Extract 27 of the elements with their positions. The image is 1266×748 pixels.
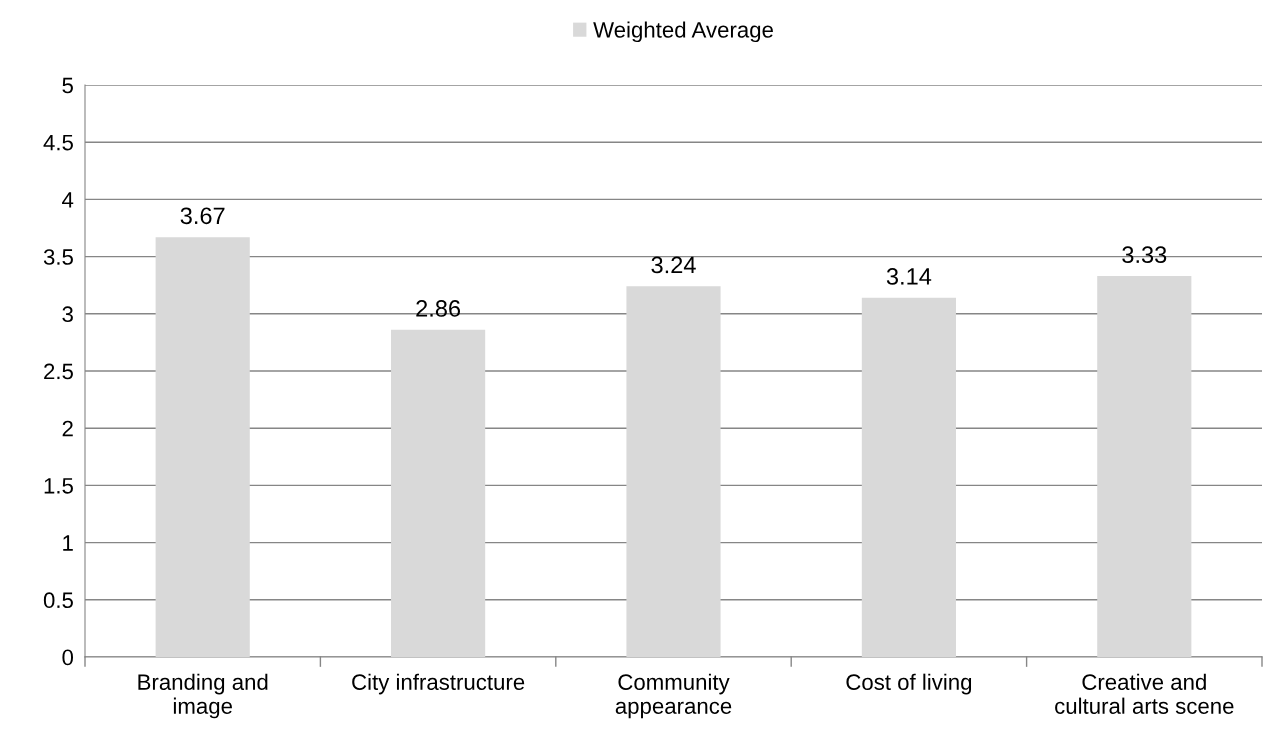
- data-label: 3.67: [180, 207, 225, 225]
- data-label: 2.86: [416, 300, 461, 317]
- x-tick-label: Cost of living: [846, 673, 972, 695]
- y-tick-label: 5: [62, 77, 73, 94]
- y-tick-label: 3.5: [43, 249, 73, 265]
- bar: [861, 297, 956, 657]
- bar: [626, 286, 721, 657]
- y-tick-label: 3: [62, 306, 73, 323]
- y-tick-label: 1: [63, 535, 73, 551]
- y-tick-label: 2: [62, 420, 73, 437]
- data-label: 3.14: [886, 268, 932, 285]
- bar: [155, 237, 250, 657]
- y-tick-label: 1.5: [44, 478, 73, 494]
- x-tick-label: City infrastructure: [352, 673, 525, 695]
- legend-label: Weighted Average: [593, 21, 773, 43]
- bar: [391, 329, 486, 657]
- x-tick-label: Community appearance: [615, 673, 732, 719]
- y-tick-label: 4.5: [43, 134, 73, 151]
- y-tick-label: 4: [62, 192, 74, 208]
- bar: [1097, 276, 1192, 657]
- y-tick-label: 0.5: [43, 592, 73, 609]
- data-label: 3.24: [651, 256, 696, 274]
- data-label: 3.33: [1122, 246, 1167, 264]
- x-tick-label: Branding and image: [138, 673, 268, 719]
- x-tick-label: Creative and cultural arts scene: [1055, 673, 1234, 714]
- y-tick-label: 2.5: [44, 363, 73, 380]
- y-tick-label: 0: [62, 649, 74, 666]
